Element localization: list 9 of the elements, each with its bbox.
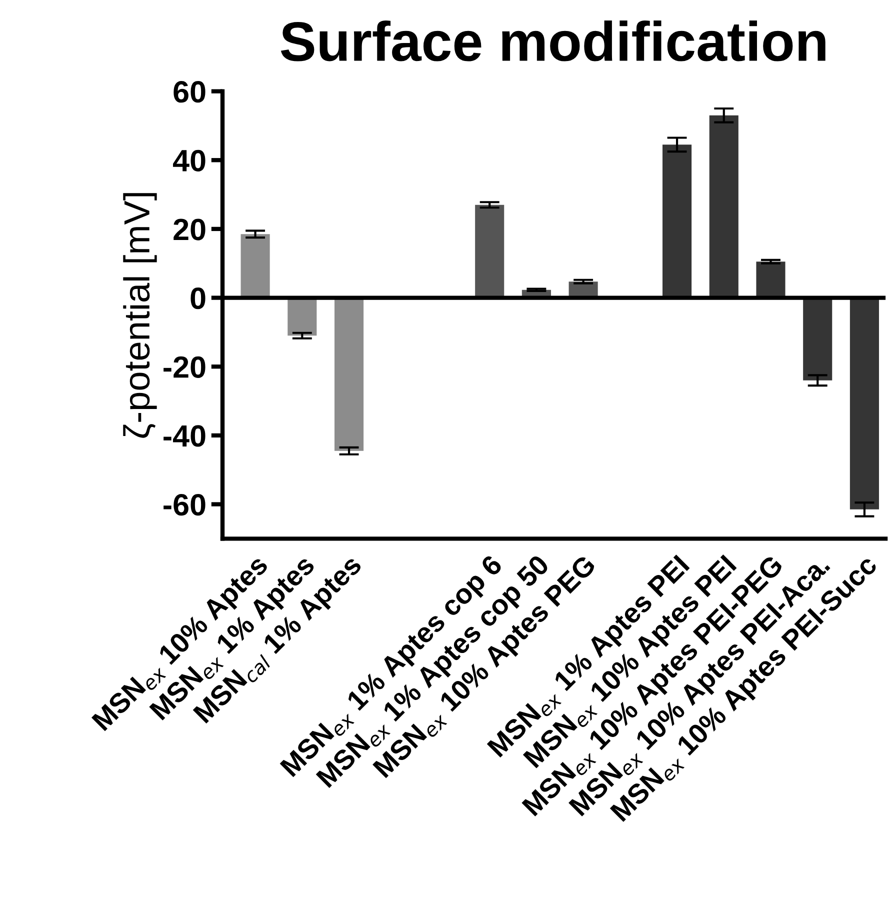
chart-title: Surface modification	[280, 20, 826, 62]
y-tick-label: 40	[173, 150, 206, 172]
y-tick-label: 20	[174, 218, 206, 240]
y-tick-label: 60	[174, 81, 206, 103]
y-tick-label: -20	[164, 356, 206, 378]
y-tick-label: -40	[164, 425, 206, 447]
y-axis-title: ζ-potential [mV]	[123, 193, 157, 438]
y-tick-label: 0	[190, 288, 206, 310]
y-tick-label: -60	[164, 494, 206, 516]
